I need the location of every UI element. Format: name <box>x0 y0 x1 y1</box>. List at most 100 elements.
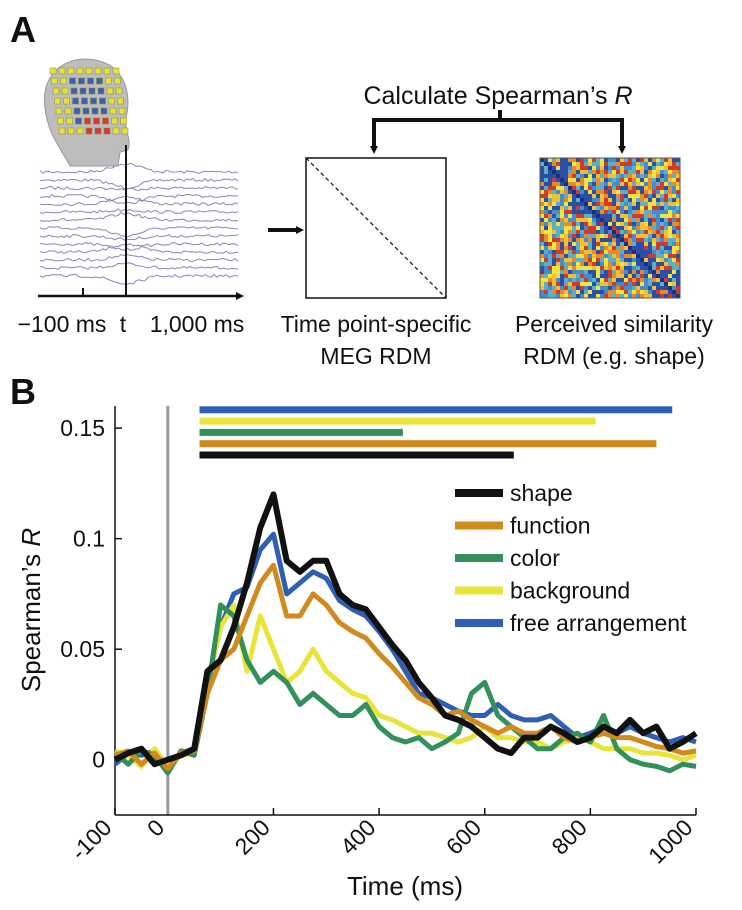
rdm-cell <box>640 202 645 207</box>
rdm-cell <box>600 250 605 255</box>
rdm-cell <box>660 254 665 259</box>
rdm-cell <box>652 250 657 255</box>
rdm-cell <box>576 218 581 223</box>
rdm-cell <box>644 178 649 183</box>
rdm-cell <box>568 270 573 275</box>
rdm-cell <box>668 234 673 239</box>
rdm-cell <box>624 182 629 187</box>
rdm-cell <box>568 210 573 215</box>
rdm-cell <box>636 194 641 199</box>
rdm-cell <box>652 242 657 247</box>
rdm-cell <box>584 178 589 183</box>
rdm-cell <box>552 222 557 227</box>
rdm-cell <box>628 246 633 251</box>
rdm-cell <box>568 286 573 291</box>
rdm-cell <box>588 174 593 179</box>
rdm-cell <box>640 290 645 295</box>
rdm-cell <box>596 234 601 239</box>
rdm-cell <box>616 226 621 231</box>
rdm-cell <box>676 282 681 287</box>
rdm-cell <box>604 250 609 255</box>
rdm-cell <box>600 234 605 239</box>
rdm-cell <box>588 178 593 183</box>
rdm-cell <box>612 158 617 163</box>
rdm-cell <box>628 218 633 223</box>
rdm-cell <box>584 266 589 271</box>
rdm-cell <box>636 274 641 279</box>
rdm-cell <box>572 242 577 247</box>
rdm-cell <box>552 170 557 175</box>
rdm-cell <box>604 218 609 223</box>
rdm-cell <box>620 290 625 295</box>
rdm-cell <box>556 226 561 231</box>
rdm-cell <box>644 278 649 283</box>
rdm-cell <box>672 286 677 291</box>
rdm-cell <box>668 194 673 199</box>
rdm-cell <box>544 230 549 235</box>
y-axis-label-symbol: R <box>16 528 46 547</box>
rdm-cell <box>636 202 641 207</box>
x-tick-label: -100 <box>66 814 117 865</box>
rdm-cell <box>540 158 545 163</box>
rdm-cell <box>560 158 565 163</box>
rdm-cell <box>636 158 641 163</box>
rdm-cell <box>564 234 569 239</box>
rdm-cell <box>544 198 549 203</box>
rdm-cell <box>612 250 617 255</box>
rdm-cell <box>660 198 665 203</box>
rdm-cell <box>572 238 577 243</box>
rdm-cell <box>540 270 545 275</box>
rdm-cell <box>560 206 565 211</box>
rdm-cell <box>620 242 625 247</box>
rdm-cell <box>580 290 585 295</box>
rdm-cell <box>668 270 673 275</box>
rdm-cell <box>644 170 649 175</box>
rdm-cell <box>568 214 573 219</box>
rdm-cell <box>548 222 553 227</box>
rdm-cell <box>588 226 593 231</box>
rdm-cell <box>608 178 613 183</box>
sensor <box>120 117 127 125</box>
rdm-cell <box>552 286 557 291</box>
rdm-cell <box>564 182 569 187</box>
rdm-cell <box>624 246 629 251</box>
rdm-cell <box>648 258 653 263</box>
rdm-cell <box>664 290 669 295</box>
rdm-cell <box>616 186 621 191</box>
rdm-cell <box>656 174 661 179</box>
rdm-cell <box>568 190 573 195</box>
rdm-cell <box>576 294 581 299</box>
rdm-cell <box>544 234 549 239</box>
rdm-cell <box>616 262 621 267</box>
rdm-cell <box>616 230 621 235</box>
rdm-cell <box>612 182 617 187</box>
rdm-cell <box>616 286 621 291</box>
rdm-cell <box>604 282 609 287</box>
rdm-cell <box>656 254 661 259</box>
rdm-cell <box>608 254 613 259</box>
rdm-cell <box>672 282 677 287</box>
rdm-cell <box>596 178 601 183</box>
rdm-cell <box>552 262 557 267</box>
rdm-cell <box>544 282 549 287</box>
rdm-cell <box>612 230 617 235</box>
rdm-cell <box>628 234 633 239</box>
rdm-cell <box>652 254 657 259</box>
rdm-cell <box>632 226 637 231</box>
rdm-cell <box>676 194 681 199</box>
rdm-cell <box>548 230 553 235</box>
rdm-cell <box>544 174 549 179</box>
rdm-cell <box>636 290 641 295</box>
rdm-cell <box>596 158 601 163</box>
rdm-cell <box>576 246 581 251</box>
rdm-cell <box>632 218 637 223</box>
rdm-cell <box>548 198 553 203</box>
rdm-cell <box>612 214 617 219</box>
rdm-cell <box>544 286 549 291</box>
rdm-cell <box>592 186 597 191</box>
rdm-cell <box>664 230 669 235</box>
rdm-cell <box>664 238 669 243</box>
legend-label: color <box>510 545 560 571</box>
rdm-cell <box>664 222 669 227</box>
rdm-cell <box>604 198 609 203</box>
